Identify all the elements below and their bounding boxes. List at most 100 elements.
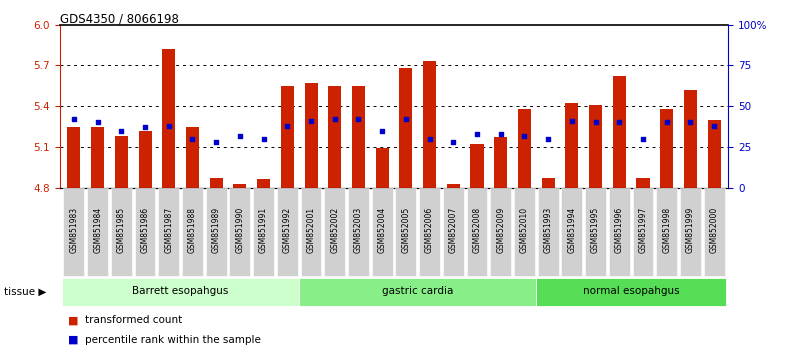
Text: GSM851997: GSM851997 bbox=[638, 207, 647, 253]
Bar bbox=[684, 90, 697, 188]
Bar bbox=[396, 188, 416, 276]
Point bbox=[329, 116, 341, 122]
Text: percentile rank within the sample: percentile rank within the sample bbox=[85, 335, 261, 345]
Bar bbox=[518, 109, 531, 188]
Bar bbox=[205, 188, 227, 276]
Text: GSM851985: GSM851985 bbox=[117, 207, 126, 253]
Point bbox=[257, 136, 270, 142]
Bar bbox=[585, 188, 606, 276]
Point bbox=[661, 120, 673, 125]
Point bbox=[542, 136, 555, 142]
Bar bbox=[660, 109, 673, 188]
Text: GDS4350 / 8066198: GDS4350 / 8066198 bbox=[60, 12, 178, 25]
Text: GSM851994: GSM851994 bbox=[568, 207, 576, 253]
Point bbox=[518, 133, 531, 138]
Bar bbox=[443, 188, 464, 276]
Bar bbox=[633, 188, 654, 276]
Point bbox=[68, 116, 80, 122]
Bar bbox=[680, 188, 700, 276]
Bar bbox=[372, 188, 392, 276]
Bar bbox=[88, 188, 108, 276]
Text: GSM852009: GSM852009 bbox=[496, 207, 505, 253]
Text: gastric cardia: gastric cardia bbox=[382, 286, 454, 296]
Bar bbox=[589, 105, 602, 188]
Text: GSM852003: GSM852003 bbox=[354, 207, 363, 253]
Bar bbox=[62, 278, 299, 306]
Point bbox=[613, 120, 626, 125]
Bar bbox=[328, 86, 341, 188]
Bar bbox=[324, 188, 345, 276]
Text: GSM852010: GSM852010 bbox=[520, 207, 529, 253]
Text: GSM852002: GSM852002 bbox=[330, 207, 339, 253]
Bar bbox=[305, 83, 318, 188]
Text: GSM851990: GSM851990 bbox=[236, 207, 244, 253]
Point bbox=[162, 123, 175, 129]
Text: GSM851996: GSM851996 bbox=[615, 207, 624, 253]
Bar bbox=[281, 86, 294, 188]
Bar bbox=[494, 137, 507, 188]
Point bbox=[565, 118, 578, 124]
Bar bbox=[656, 188, 677, 276]
Point bbox=[589, 120, 602, 125]
Point bbox=[186, 136, 199, 142]
Bar bbox=[139, 131, 151, 188]
Bar bbox=[68, 126, 80, 188]
Point bbox=[210, 139, 223, 145]
Text: GSM852004: GSM852004 bbox=[377, 207, 387, 253]
Bar bbox=[257, 179, 270, 188]
Bar bbox=[538, 188, 559, 276]
Bar bbox=[253, 188, 274, 276]
Text: GSM852000: GSM852000 bbox=[709, 207, 719, 253]
Text: GSM851998: GSM851998 bbox=[662, 207, 671, 253]
Bar bbox=[233, 183, 247, 188]
Bar bbox=[400, 68, 412, 188]
Point bbox=[305, 118, 318, 124]
Text: GSM851988: GSM851988 bbox=[188, 207, 197, 253]
Point bbox=[470, 131, 483, 137]
Text: GSM851995: GSM851995 bbox=[591, 207, 600, 253]
Text: GSM851984: GSM851984 bbox=[93, 207, 102, 253]
Text: GSM852008: GSM852008 bbox=[473, 207, 482, 253]
Point bbox=[400, 116, 412, 122]
Bar bbox=[115, 136, 128, 188]
Point bbox=[447, 139, 459, 145]
Point bbox=[281, 123, 294, 129]
Text: GSM852001: GSM852001 bbox=[306, 207, 315, 253]
Text: ■: ■ bbox=[68, 315, 78, 325]
Text: GSM851992: GSM851992 bbox=[283, 207, 292, 253]
Bar bbox=[301, 188, 322, 276]
Text: Barrett esopahgus: Barrett esopahgus bbox=[132, 286, 228, 296]
Text: transformed count: transformed count bbox=[85, 315, 182, 325]
Bar bbox=[352, 86, 365, 188]
Bar bbox=[613, 76, 626, 188]
Bar bbox=[470, 144, 483, 188]
Text: normal esopahgus: normal esopahgus bbox=[583, 286, 680, 296]
Text: ■: ■ bbox=[68, 335, 78, 345]
Text: tissue ▶: tissue ▶ bbox=[4, 286, 46, 296]
Bar bbox=[182, 188, 203, 276]
Point bbox=[423, 136, 436, 142]
Text: GSM852007: GSM852007 bbox=[449, 207, 458, 253]
Bar bbox=[565, 103, 579, 188]
Point bbox=[352, 116, 365, 122]
Text: GSM851987: GSM851987 bbox=[164, 207, 174, 253]
Bar bbox=[277, 188, 298, 276]
Text: GSM851993: GSM851993 bbox=[544, 207, 552, 253]
Bar bbox=[64, 188, 84, 276]
Bar bbox=[158, 188, 179, 276]
Bar bbox=[186, 126, 199, 188]
Bar bbox=[561, 188, 583, 276]
Text: GSM852005: GSM852005 bbox=[401, 207, 411, 253]
Text: GSM851983: GSM851983 bbox=[69, 207, 79, 253]
Bar bbox=[466, 188, 487, 276]
Point bbox=[494, 131, 507, 137]
Point bbox=[637, 136, 650, 142]
Bar bbox=[135, 188, 155, 276]
Point bbox=[376, 128, 388, 133]
Point bbox=[233, 133, 246, 138]
Bar bbox=[376, 148, 388, 188]
Text: GSM851991: GSM851991 bbox=[259, 207, 268, 253]
Bar bbox=[637, 178, 650, 188]
Text: GSM851989: GSM851989 bbox=[212, 207, 220, 253]
Bar bbox=[229, 188, 250, 276]
